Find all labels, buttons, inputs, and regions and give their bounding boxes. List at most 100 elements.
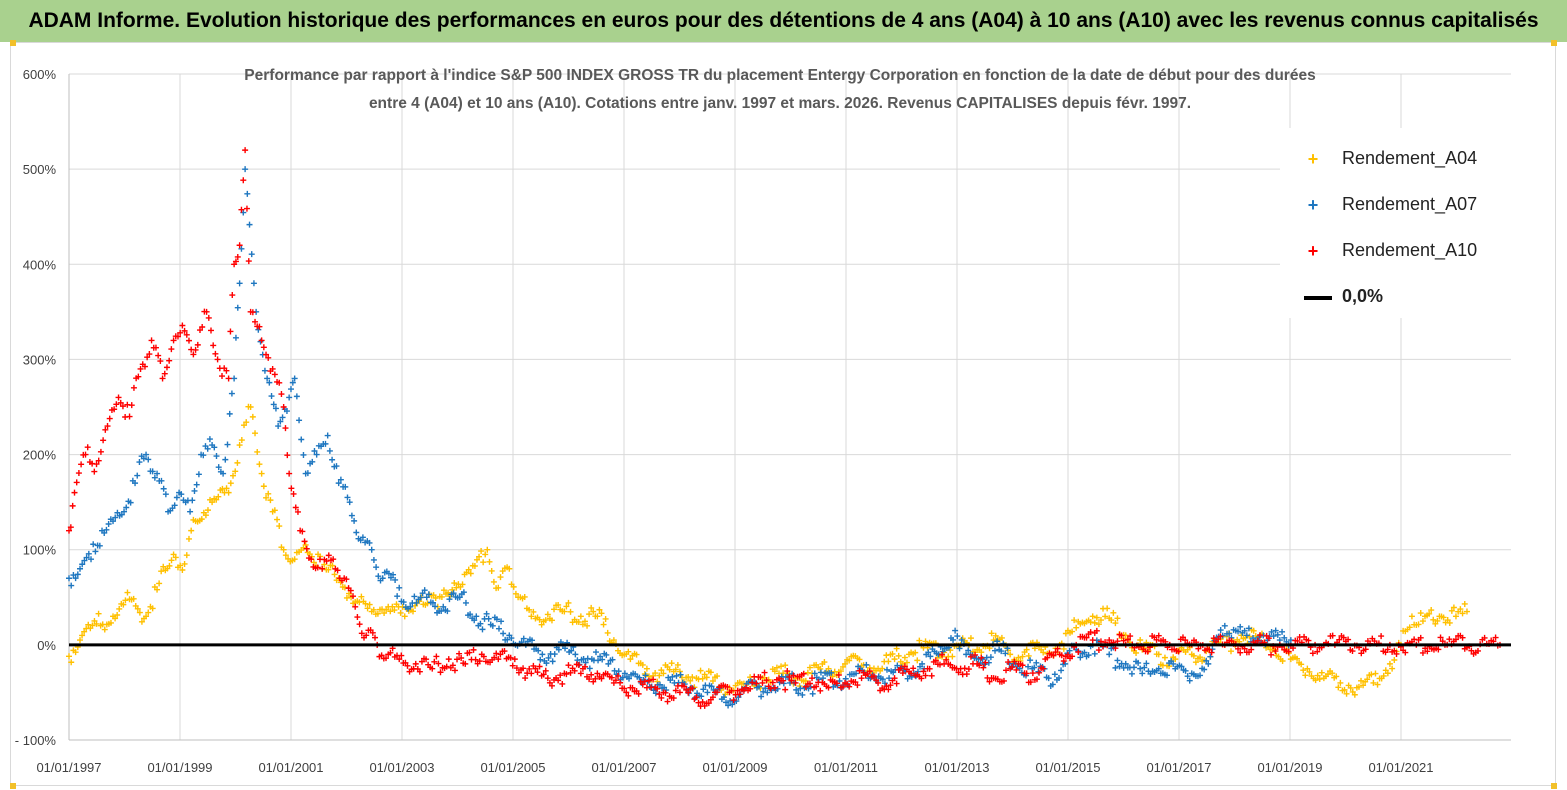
interp-mark-a04 [223, 485, 230, 492]
interp-mark-a07 [1135, 659, 1142, 666]
interp-mark-a07 [698, 693, 705, 700]
interp-mark-a07 [756, 683, 763, 690]
interp-mark-a04 [166, 562, 173, 569]
interp-mark-a04 [1374, 681, 1381, 688]
interp-mark-a04 [241, 422, 248, 429]
interp-mark-a04 [542, 617, 549, 624]
interp-mark-a04 [325, 566, 332, 573]
interp-mark-a10 [1492, 634, 1499, 641]
data-point-a07 [572, 651, 579, 658]
interp-mark-a04 [160, 563, 167, 570]
data-point-a07 [1139, 670, 1146, 677]
interp-mark-a10 [866, 668, 873, 675]
data-point-a04 [154, 586, 161, 593]
interp-mark-a10 [639, 681, 646, 688]
interp-mark-a04 [1329, 670, 1336, 677]
interp-mark-a04 [107, 619, 114, 626]
data-point-a10 [352, 603, 359, 610]
interp-mark-a10 [699, 699, 706, 706]
interp-mark-a10 [833, 680, 840, 687]
interp-mark-a07 [228, 390, 235, 397]
interp-mark-a04 [438, 593, 445, 600]
interp-mark-a07 [626, 675, 633, 682]
interp-mark-a04 [114, 611, 121, 618]
interp-mark-a10 [292, 504, 299, 511]
interp-mark-a10 [757, 674, 764, 681]
data-point-a10 [126, 413, 133, 420]
interp-mark-a07 [248, 251, 255, 258]
interp-mark-a07 [1002, 650, 1009, 657]
interp-mark-a10 [152, 344, 159, 351]
interp-mark-a04 [329, 562, 336, 569]
interp-mark-a10 [967, 653, 974, 660]
interp-mark-a04 [276, 523, 283, 530]
interp-mark-a04 [998, 634, 1005, 641]
interp-mark-a10 [128, 402, 135, 409]
interp-mark-a04 [243, 419, 250, 426]
data-point-a04 [77, 637, 84, 644]
interp-mark-a04 [1428, 607, 1435, 614]
interp-mark-a10 [1208, 649, 1215, 656]
interp-mark-a04 [802, 677, 809, 684]
interp-mark-a04 [1095, 621, 1102, 628]
data-point-a07 [456, 594, 463, 601]
y-tick-label: 300% [23, 352, 57, 367]
interp-mark-a10 [724, 683, 731, 690]
interp-mark-a10 [144, 354, 151, 361]
interp-mark-a10 [897, 665, 904, 672]
interp-mark-a04 [1246, 633, 1253, 640]
interp-mark-a10 [870, 673, 877, 680]
data-point-a07 [489, 622, 496, 629]
interp-mark-a07 [549, 658, 556, 665]
legend-marker-a10: + [1307, 241, 1319, 261]
data-point-a07 [539, 651, 546, 658]
interp-mark-a04 [1426, 610, 1433, 617]
interp-mark-a04 [358, 593, 365, 600]
interp-mark-a10 [466, 649, 473, 656]
interp-mark-a04 [699, 675, 706, 682]
interp-mark-a10 [1003, 667, 1010, 674]
interp-mark-a10 [714, 689, 721, 696]
interp-mark-a04 [1108, 617, 1115, 624]
interp-mark-a07 [289, 379, 296, 386]
interp-mark-a10 [146, 351, 153, 358]
interp-mark-a07 [394, 593, 401, 600]
interp-mark-a10 [398, 652, 405, 659]
interp-mark-a07 [140, 455, 147, 462]
interp-mark-a04 [238, 437, 245, 444]
legend-label-a07: Rendement_A07 [1342, 194, 1478, 214]
interp-mark-a10 [480, 653, 487, 660]
interp-mark-a07 [1085, 652, 1092, 659]
interp-mark-a07 [725, 702, 732, 709]
data-point-a04 [467, 570, 474, 577]
data-point-a07 [154, 470, 161, 477]
data-point-a04 [1007, 651, 1014, 658]
interp-mark-a07 [127, 499, 134, 506]
interp-mark-a10 [976, 662, 983, 669]
interp-mark-a10 [790, 672, 797, 679]
interp-mark-a07 [149, 468, 156, 475]
interp-mark-a07 [1237, 623, 1244, 630]
data-point-a04 [627, 656, 634, 663]
interp-mark-a07 [268, 393, 275, 400]
interp-mark-a07 [83, 554, 90, 561]
interp-mark-a04 [1025, 652, 1032, 659]
interp-mark-a10 [846, 683, 853, 690]
interp-mark-a10 [800, 670, 807, 677]
data-point-a07 [720, 694, 727, 701]
interp-mark-a10 [378, 652, 385, 659]
interp-mark-a10 [1419, 649, 1426, 656]
interp-mark-a10 [219, 373, 226, 380]
interp-mark-a10 [1083, 634, 1090, 641]
interp-mark-a07 [987, 654, 994, 661]
interp-mark-a10 [1257, 632, 1264, 639]
interp-mark-a04 [512, 590, 519, 597]
interp-mark-a10 [501, 648, 508, 655]
interp-mark-a10 [654, 685, 661, 692]
interp-mark-a10 [932, 657, 939, 664]
interp-mark-a07 [500, 630, 507, 637]
interp-mark-a04 [1192, 659, 1199, 666]
interp-mark-a07 [723, 699, 730, 706]
data-point-a07 [396, 584, 403, 591]
interp-mark-a07 [1077, 654, 1084, 661]
